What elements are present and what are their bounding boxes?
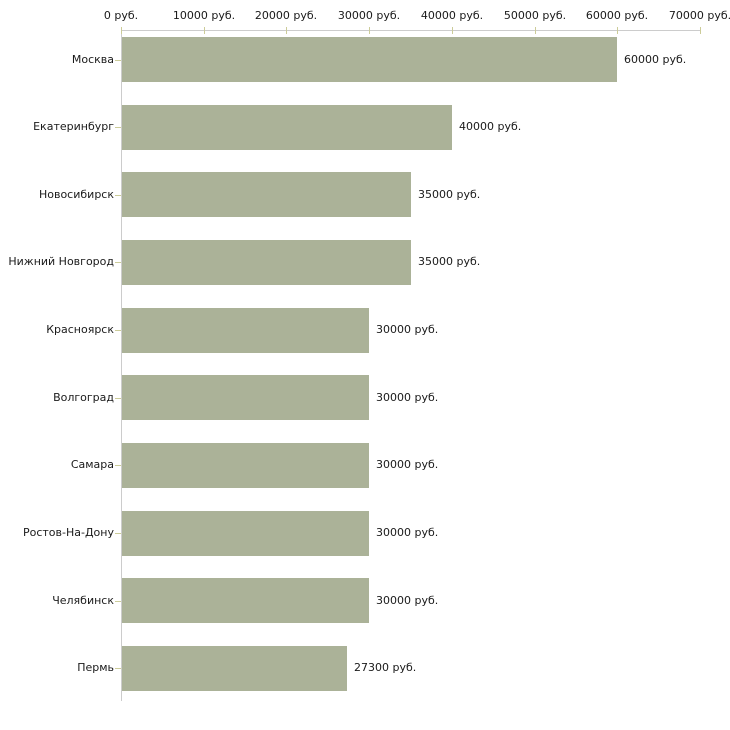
value-label: 30000 руб. [376,594,439,607]
category-tick-mark [115,465,121,466]
x-tick-label: 10000 руб. [172,9,236,22]
category-label: Ростов-На-Дону [22,526,114,539]
category-label: Самара [70,458,114,471]
x-tick-label: 0 руб. [103,9,139,22]
x-tick-mark [369,27,370,34]
x-axis-line [121,30,701,31]
bar-9 [122,578,369,623]
bar-10 [122,646,347,691]
value-label: 27300 руб. [354,661,417,674]
category-tick-mark [115,60,121,61]
value-label: 30000 руб. [376,526,439,539]
x-tick-mark [617,27,618,34]
category-tick-mark [115,398,121,399]
x-tick-label: 50000 руб. [503,9,567,22]
x-tick-label: 40000 руб. [420,9,484,22]
category-label: Москва [71,53,114,66]
x-tick-label: 30000 руб. [337,9,401,22]
value-label: 40000 руб. [459,120,522,133]
category-label: Екатеринбург [33,120,114,133]
category-label: Нижний Новгород [8,255,114,268]
bar-3 [122,172,411,217]
category-label: Красноярск [46,323,114,336]
category-tick-mark [115,533,121,534]
x-tick-label: 20000 руб. [254,9,318,22]
category-label: Челябинск [52,594,114,607]
value-label: 35000 руб. [418,188,481,201]
category-label: Волгоград [53,391,114,404]
category-tick-mark [115,668,121,669]
x-tick-mark [700,27,701,34]
category-tick-mark [115,262,121,263]
x-tick-mark [121,27,122,34]
category-label: Пермь [77,661,114,674]
category-tick-mark [115,601,121,602]
value-label: 30000 руб. [376,323,439,336]
x-tick-mark [452,27,453,34]
bar-2 [122,105,452,150]
bar-1 [122,37,617,82]
bar-8 [122,511,369,556]
y-axis-line [121,30,122,701]
category-tick-mark [115,195,121,196]
x-tick-label: 70000 руб. [668,9,730,22]
category-tick-mark [115,127,121,128]
category-tick-mark [115,330,121,331]
x-tick-mark [204,27,205,34]
bar-5 [122,308,369,353]
value-label: 60000 руб. [624,53,687,66]
x-tick-mark [286,27,287,34]
value-label: 35000 руб. [418,255,481,268]
category-label: Новосибирск [38,188,114,201]
bar-7 [122,443,369,488]
value-label: 30000 руб. [376,458,439,471]
x-tick-label: 60000 руб. [585,9,649,22]
bar-6 [122,375,369,420]
x-tick-mark [535,27,536,34]
value-label: 30000 руб. [376,391,439,404]
bar-4 [122,240,411,285]
